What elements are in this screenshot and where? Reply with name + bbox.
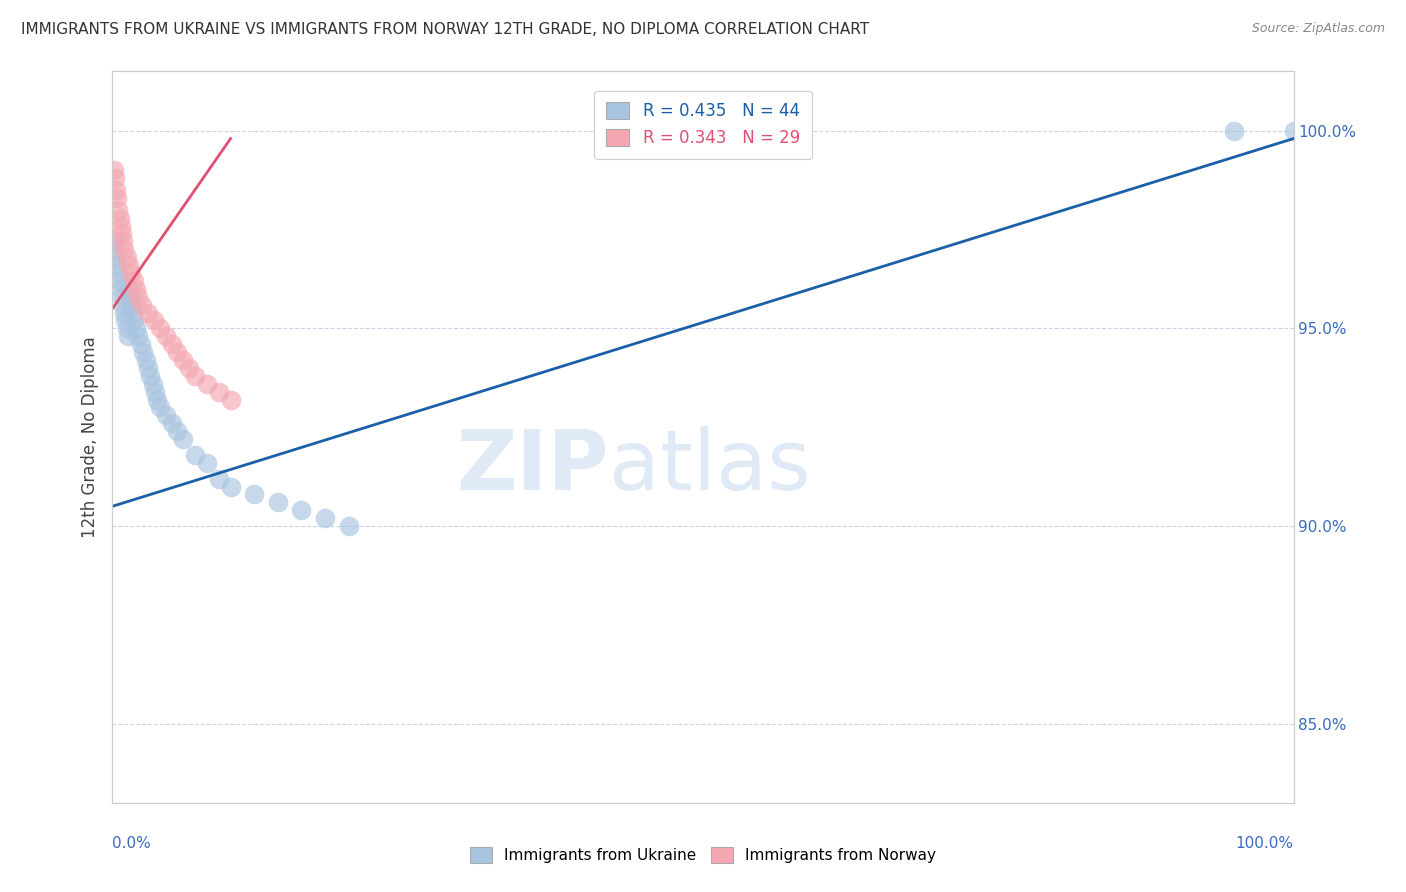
Point <box>103 163 125 178</box>
Point <box>117 329 139 343</box>
Point <box>136 360 159 375</box>
Point <box>149 321 172 335</box>
Point <box>112 242 135 256</box>
Point <box>105 183 128 197</box>
Point <box>172 432 194 446</box>
Point <box>111 227 134 241</box>
Point <box>112 305 135 319</box>
Point <box>125 321 148 335</box>
Point <box>122 313 145 327</box>
Point <box>146 392 169 407</box>
Point <box>112 235 135 249</box>
Point <box>131 298 153 312</box>
Point <box>179 360 201 375</box>
Point <box>208 384 231 399</box>
Point <box>184 368 207 383</box>
Point <box>111 290 134 304</box>
Point <box>172 353 194 368</box>
Point <box>139 368 162 383</box>
Point <box>243 487 266 501</box>
Point <box>184 448 207 462</box>
Point <box>125 282 148 296</box>
Point <box>219 479 242 493</box>
Text: 0.0%: 0.0% <box>112 836 152 851</box>
Point <box>155 409 177 423</box>
Point <box>121 305 143 319</box>
Legend: Immigrants from Ukraine, Immigrants from Norway: Immigrants from Ukraine, Immigrants from… <box>463 839 943 871</box>
Point <box>135 353 157 368</box>
Point <box>108 274 131 288</box>
Point <box>129 337 152 351</box>
Point <box>104 171 127 186</box>
Point <box>149 401 172 415</box>
Point <box>122 274 145 288</box>
Point <box>115 321 138 335</box>
Text: Source: ZipAtlas.com: Source: ZipAtlas.com <box>1251 22 1385 36</box>
Point <box>1282 123 1305 137</box>
Point <box>314 511 336 525</box>
Point <box>166 424 188 438</box>
Point <box>132 345 155 359</box>
Point <box>127 329 149 343</box>
Point <box>107 202 129 217</box>
Point <box>107 266 129 280</box>
Point <box>195 456 218 470</box>
Point <box>105 191 128 205</box>
Text: ZIP: ZIP <box>456 425 609 507</box>
Point <box>120 266 142 280</box>
Point <box>143 384 166 399</box>
Point <box>120 298 142 312</box>
Point <box>195 376 218 391</box>
Legend: R = 0.435   N = 44, R = 0.343   N = 29: R = 0.435 N = 44, R = 0.343 N = 29 <box>595 91 811 159</box>
Point <box>115 250 138 264</box>
Point <box>110 219 132 233</box>
Text: 100.0%: 100.0% <box>1236 836 1294 851</box>
Point <box>142 376 165 391</box>
Point <box>267 495 290 509</box>
Text: atlas: atlas <box>609 425 810 507</box>
Point <box>142 313 165 327</box>
Point <box>290 503 312 517</box>
Point <box>219 392 242 407</box>
Point <box>118 258 141 272</box>
Point <box>108 211 131 225</box>
Point <box>155 329 177 343</box>
Point <box>105 258 128 272</box>
Point <box>105 250 128 264</box>
Point <box>136 305 159 319</box>
Point <box>127 290 149 304</box>
Point <box>160 337 183 351</box>
Point <box>120 290 142 304</box>
Point <box>110 282 132 296</box>
Point <box>112 298 135 312</box>
Point <box>166 345 188 359</box>
Point <box>118 282 141 296</box>
Point <box>208 472 231 486</box>
Point <box>103 242 125 256</box>
Y-axis label: 12th Grade, No Diploma: 12th Grade, No Diploma <box>80 336 98 538</box>
Point <box>114 313 136 327</box>
Point <box>337 519 360 533</box>
Point <box>1223 123 1246 137</box>
Point <box>104 235 127 249</box>
Point <box>160 416 183 430</box>
Text: IMMIGRANTS FROM UKRAINE VS IMMIGRANTS FROM NORWAY 12TH GRADE, NO DIPLOMA CORRELA: IMMIGRANTS FROM UKRAINE VS IMMIGRANTS FR… <box>21 22 869 37</box>
